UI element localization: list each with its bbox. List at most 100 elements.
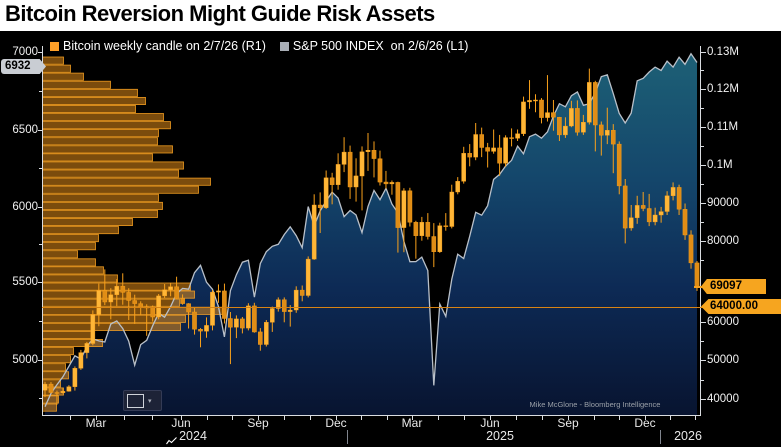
candle-body — [407, 190, 413, 223]
x-axis-tick — [568, 416, 569, 420]
chart-plot-area[interactable] — [42, 46, 700, 415]
candle-body — [132, 300, 137, 304]
candle-body — [299, 289, 305, 296]
right-axis-tick — [701, 203, 706, 204]
volume-profile-bar — [42, 355, 71, 364]
candle-body — [156, 295, 161, 318]
right-axis-tick — [701, 322, 706, 323]
x-axis-month-label: Dec — [325, 416, 347, 430]
candle-body — [634, 205, 640, 218]
candle-body — [437, 225, 443, 252]
candle-body — [180, 298, 185, 304]
right-axis-line — [700, 46, 701, 416]
volume-profile-bar — [42, 169, 179, 178]
x-axis-year-label: 2024 — [179, 429, 207, 443]
candle-body — [389, 182, 395, 185]
volume-profile-bar — [42, 274, 118, 283]
left-axis-label: 5000 — [12, 354, 38, 366]
legend-item-bitcoin[interactable]: Bitcoin weekly candle on 2/7/26 (R1) — [50, 39, 266, 53]
candle-body — [216, 290, 221, 293]
x-axis-tick — [670, 416, 671, 420]
candle-body — [449, 191, 455, 227]
left-axis-tick — [38, 130, 42, 131]
volume-profile-bar — [42, 129, 159, 138]
candle-body — [521, 101, 526, 134]
volume-profile-bar — [42, 363, 66, 372]
x-axis-tick — [387, 416, 388, 420]
spx-legend-swatch-icon — [279, 41, 289, 51]
candle-body — [234, 318, 239, 328]
candle-body — [162, 289, 167, 297]
left-axis-label: 5500 — [12, 276, 38, 288]
candle-body — [688, 234, 694, 264]
spx-area — [45, 53, 697, 415]
volume-profile-bar — [42, 258, 96, 267]
volume-profile-bar — [42, 177, 211, 186]
chevron-down-icon: ▾ — [148, 397, 152, 405]
year-separator — [347, 430, 348, 444]
legend-item-spx[interactable]: S&P 500 INDEX on 2/6/26 (L1) — [279, 39, 468, 53]
candle-body — [293, 289, 299, 311]
candle-body — [443, 225, 449, 227]
volume-profile-bar — [42, 201, 163, 210]
year-separator — [660, 430, 661, 444]
x-axis-tick — [594, 416, 595, 420]
x-axis-tick — [70, 416, 71, 420]
candle-body — [60, 391, 66, 393]
candle-body — [401, 190, 407, 228]
candle-body — [323, 177, 329, 208]
candle-body — [54, 392, 60, 394]
candle-body — [168, 286, 173, 290]
x-axis-tick — [361, 416, 362, 420]
left-axis-minor-tick — [39, 398, 42, 399]
candle-body — [646, 208, 652, 223]
x-axis-tick — [542, 416, 543, 420]
x-axis-tick — [310, 416, 311, 420]
candle-body — [431, 236, 437, 253]
candle-body — [545, 112, 550, 118]
x-axis-tick — [124, 416, 125, 420]
volume-profile-bar — [42, 113, 164, 122]
candle-body — [413, 222, 419, 236]
candle-body — [335, 164, 341, 185]
candle-body — [515, 133, 520, 139]
right-axis-minor-tick — [701, 108, 704, 109]
candle-body — [329, 177, 335, 185]
candle-body — [269, 308, 275, 323]
candle-body — [174, 286, 179, 299]
candle-body — [347, 151, 353, 188]
volume-profile-bar — [42, 322, 181, 331]
x-axis-tick — [232, 416, 233, 420]
candle-body — [676, 187, 682, 210]
x-axis-tick — [284, 416, 285, 420]
candle-body — [192, 311, 197, 330]
candle-body — [365, 149, 371, 152]
candle-body — [694, 262, 700, 288]
volume-profile-bar — [42, 105, 136, 114]
volume-profile-bar — [42, 161, 184, 170]
candle-body — [66, 386, 72, 392]
page-title: Bitcoin Reversion Might Guide Risk Asset… — [5, 1, 435, 26]
candle-body — [108, 294, 114, 303]
volume-profile-bar — [42, 185, 199, 194]
title-bar: Bitcoin Reversion Might Guide Risk Asset… — [0, 0, 781, 31]
right-axis-minor-tick — [701, 146, 704, 147]
candle-body — [640, 205, 646, 209]
left-axis-minor-tick — [39, 244, 42, 245]
right-axis-label: 90000 — [707, 197, 739, 209]
x-axis-tick — [96, 416, 97, 420]
candle-body — [569, 108, 574, 127]
candle-body — [281, 299, 287, 312]
candle-body — [557, 117, 562, 136]
volume-profile-bar — [42, 72, 84, 81]
left-axis-tick — [38, 52, 42, 53]
volume-profile-bar — [42, 88, 138, 97]
x-axis-tick — [207, 416, 208, 420]
price-badge-69097: 69097 — [701, 279, 766, 294]
candle-body — [563, 125, 568, 136]
candle-body — [461, 153, 467, 182]
chart-type-button[interactable]: ▾ — [123, 390, 177, 445]
volume-profile-bar — [42, 64, 71, 73]
candle-body — [670, 187, 676, 196]
x-axis-month-label: Mar — [85, 416, 107, 430]
